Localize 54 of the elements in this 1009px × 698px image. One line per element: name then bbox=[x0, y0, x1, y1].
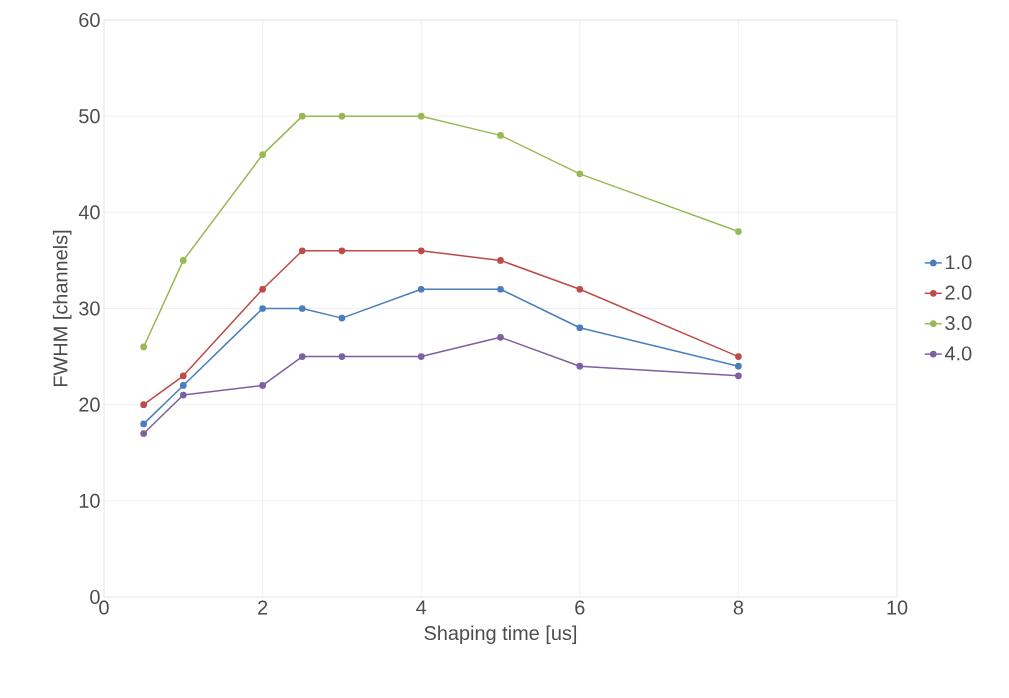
point bbox=[179, 372, 187, 380]
y-tick-label: 60 bbox=[79, 12, 100, 28]
point bbox=[497, 257, 504, 264]
y-tick-label: 40 bbox=[78, 205, 100, 220]
point bbox=[298, 112, 306, 120]
y-tick-label: 20 bbox=[79, 397, 100, 412]
point bbox=[259, 382, 266, 389]
point bbox=[735, 228, 742, 235]
point bbox=[259, 285, 266, 293]
point bbox=[735, 362, 742, 370]
legend-label: 1.0 bbox=[946, 255, 972, 270]
y-tick-label: 0 bbox=[90, 589, 100, 605]
legend-label: 3.0 bbox=[945, 316, 972, 331]
y-axis-title: FWHM [channels] bbox=[52, 230, 72, 387]
point bbox=[497, 285, 504, 293]
x-tick-label: 6 bbox=[575, 600, 585, 615]
legend-label: 4.0 bbox=[944, 346, 972, 361]
point bbox=[338, 247, 346, 255]
point bbox=[140, 343, 147, 351]
point bbox=[417, 247, 425, 255]
point bbox=[735, 372, 742, 380]
point bbox=[298, 247, 306, 255]
x-tick-label: 2 bbox=[258, 600, 268, 615]
point bbox=[179, 391, 187, 399]
point bbox=[259, 151, 266, 158]
point bbox=[298, 353, 306, 360]
point bbox=[140, 420, 147, 428]
y-tick-label: 30 bbox=[79, 301, 100, 316]
point bbox=[576, 324, 584, 332]
point bbox=[338, 314, 346, 322]
point bbox=[259, 305, 266, 312]
point bbox=[338, 112, 346, 120]
point bbox=[417, 285, 425, 293]
point bbox=[179, 257, 187, 264]
point bbox=[497, 132, 504, 139]
point bbox=[179, 382, 187, 389]
y-tick-label: 50 bbox=[79, 109, 100, 124]
y-tick-label: 10 bbox=[79, 493, 100, 508]
x-tick-label: 8 bbox=[733, 600, 744, 615]
point bbox=[576, 285, 584, 293]
legend-label: 2.0 bbox=[945, 285, 972, 300]
x-axis-title: Shaping time [us] bbox=[424, 625, 577, 645]
point bbox=[140, 430, 147, 437]
point bbox=[417, 353, 425, 360]
point bbox=[735, 353, 742, 360]
point bbox=[576, 170, 584, 178]
point bbox=[140, 401, 147, 409]
point bbox=[497, 334, 504, 341]
point bbox=[576, 362, 584, 370]
point bbox=[417, 112, 425, 120]
x-tick-label: 4 bbox=[416, 600, 427, 615]
x-tick-label: 10 bbox=[887, 600, 908, 615]
point bbox=[298, 305, 306, 312]
point bbox=[338, 353, 346, 360]
